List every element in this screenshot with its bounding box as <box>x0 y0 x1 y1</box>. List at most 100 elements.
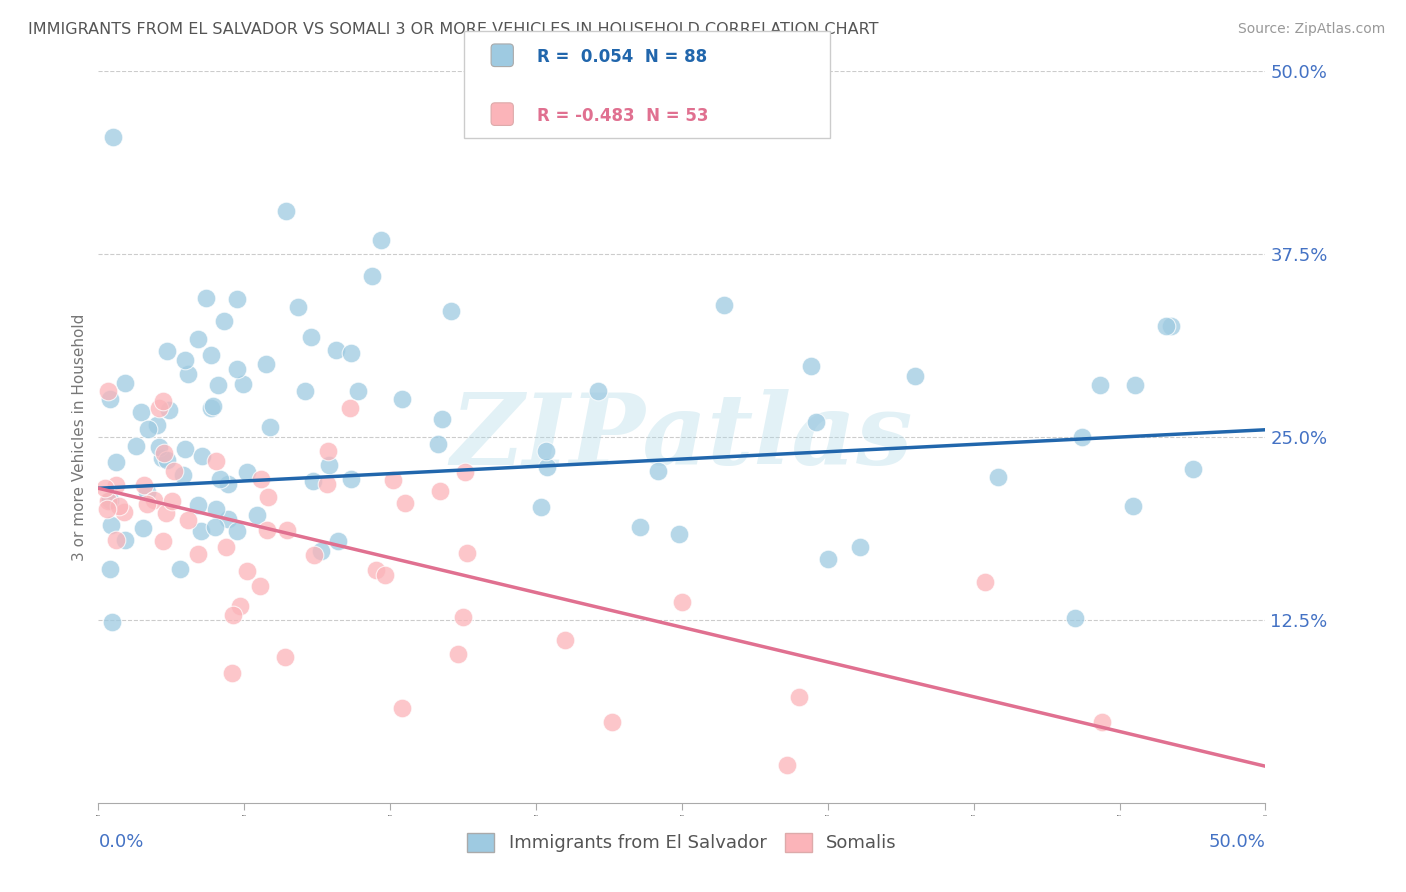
Point <box>668 527 690 541</box>
Point <box>232 377 254 392</box>
Point <box>1182 462 1205 476</box>
Point <box>382 473 405 487</box>
Point <box>225 362 247 376</box>
Point <box>143 492 166 507</box>
Point <box>207 377 229 392</box>
Point <box>446 647 468 661</box>
Point <box>146 417 169 432</box>
Point <box>174 353 197 368</box>
Point <box>671 595 693 609</box>
Point <box>132 477 155 491</box>
Point <box>374 568 396 582</box>
Point <box>276 523 298 537</box>
Point <box>257 490 280 504</box>
Point <box>98 392 121 406</box>
Point <box>586 384 609 398</box>
Point <box>328 534 350 549</box>
Text: R = -0.483  N = 53: R = -0.483 N = 53 <box>537 107 709 125</box>
Point <box>97 384 120 398</box>
Point <box>163 464 186 478</box>
Point <box>346 384 368 398</box>
Point <box>173 442 195 456</box>
Point <box>1071 430 1094 444</box>
Point <box>94 482 117 496</box>
Point <box>427 437 450 451</box>
Point <box>101 615 124 630</box>
Point <box>554 632 576 647</box>
Point <box>177 513 200 527</box>
Point <box>205 454 228 468</box>
Point <box>200 348 222 362</box>
Point <box>1156 319 1178 334</box>
Point <box>221 665 243 680</box>
Point <box>112 505 135 519</box>
Point <box>222 607 245 622</box>
Point <box>600 715 623 730</box>
Text: 50.0%: 50.0% <box>1209 833 1265 851</box>
Point <box>536 460 558 475</box>
Point <box>1088 378 1111 392</box>
Point <box>628 520 651 534</box>
Point <box>294 384 316 398</box>
Point <box>249 472 271 486</box>
Point <box>217 476 239 491</box>
Point <box>114 376 136 391</box>
Point <box>804 415 827 429</box>
Point <box>96 501 118 516</box>
Point <box>202 399 225 413</box>
Point <box>187 332 209 346</box>
Point <box>225 292 247 306</box>
Text: Source: ZipAtlas.com: Source: ZipAtlas.com <box>1237 22 1385 37</box>
Point <box>451 609 474 624</box>
Point <box>103 130 125 145</box>
Text: IMMIGRANTS FROM EL SALVADOR VS SOMALI 3 OR MORE VEHICLES IN HOUSEHOLD CORRELATIO: IMMIGRANTS FROM EL SALVADOR VS SOMALI 3 … <box>28 22 879 37</box>
Point <box>160 494 183 508</box>
Point <box>259 420 281 434</box>
Point <box>148 440 170 454</box>
Point <box>152 534 174 549</box>
Point <box>187 547 209 561</box>
Point <box>200 401 222 415</box>
Point <box>904 368 927 383</box>
Point <box>287 300 309 314</box>
Point <box>249 579 271 593</box>
Point <box>136 497 159 511</box>
Point <box>440 304 463 318</box>
Point <box>124 439 146 453</box>
Point <box>132 521 155 535</box>
Point <box>236 564 259 578</box>
Y-axis label: 3 or more Vehicles in Household: 3 or more Vehicles in Household <box>72 313 87 561</box>
Point <box>205 501 228 516</box>
Point <box>229 599 252 613</box>
Point <box>157 403 180 417</box>
Point <box>208 472 231 486</box>
Point <box>114 533 136 547</box>
Point <box>274 649 297 664</box>
Point <box>339 472 361 486</box>
Point <box>316 443 339 458</box>
Point <box>152 446 174 460</box>
Point <box>107 500 129 514</box>
Point <box>129 405 152 419</box>
Point <box>316 476 339 491</box>
Point <box>204 520 226 534</box>
Point <box>364 563 387 577</box>
Point <box>217 512 239 526</box>
Point <box>360 269 382 284</box>
Point <box>391 392 413 407</box>
Point <box>152 394 174 409</box>
Point <box>190 524 212 538</box>
Point <box>776 758 799 772</box>
Point <box>169 562 191 576</box>
Point <box>246 508 269 523</box>
Point <box>325 343 347 357</box>
Point <box>787 690 810 704</box>
Point <box>215 540 238 554</box>
Point <box>1091 715 1114 730</box>
Point <box>138 422 160 436</box>
Point <box>1122 499 1144 513</box>
Point <box>454 465 477 479</box>
Point <box>340 346 363 360</box>
Point <box>104 477 127 491</box>
Point <box>172 468 194 483</box>
